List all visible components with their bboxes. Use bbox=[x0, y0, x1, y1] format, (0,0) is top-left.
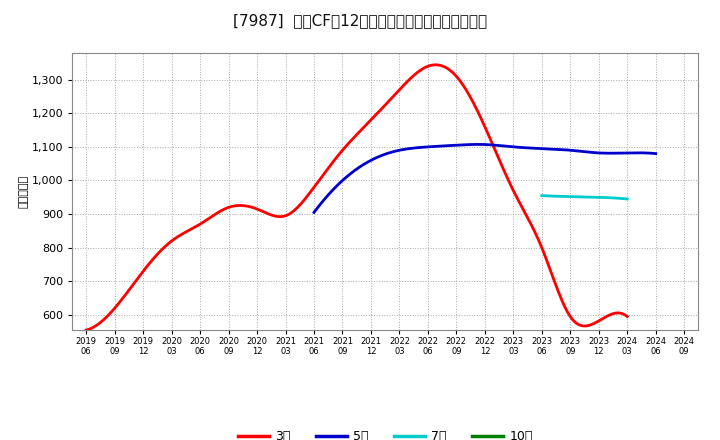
Text: [7987]  投賄CFだ12か月移動合計の標準偏差の推移: [7987] 投賄CFだ12か月移動合計の標準偏差の推移 bbox=[233, 13, 487, 28]
Y-axis label: （百万円）: （百万円） bbox=[19, 175, 29, 208]
Legend: 3年, 5年, 7年, 10年: 3年, 5年, 7年, 10年 bbox=[233, 425, 538, 440]
